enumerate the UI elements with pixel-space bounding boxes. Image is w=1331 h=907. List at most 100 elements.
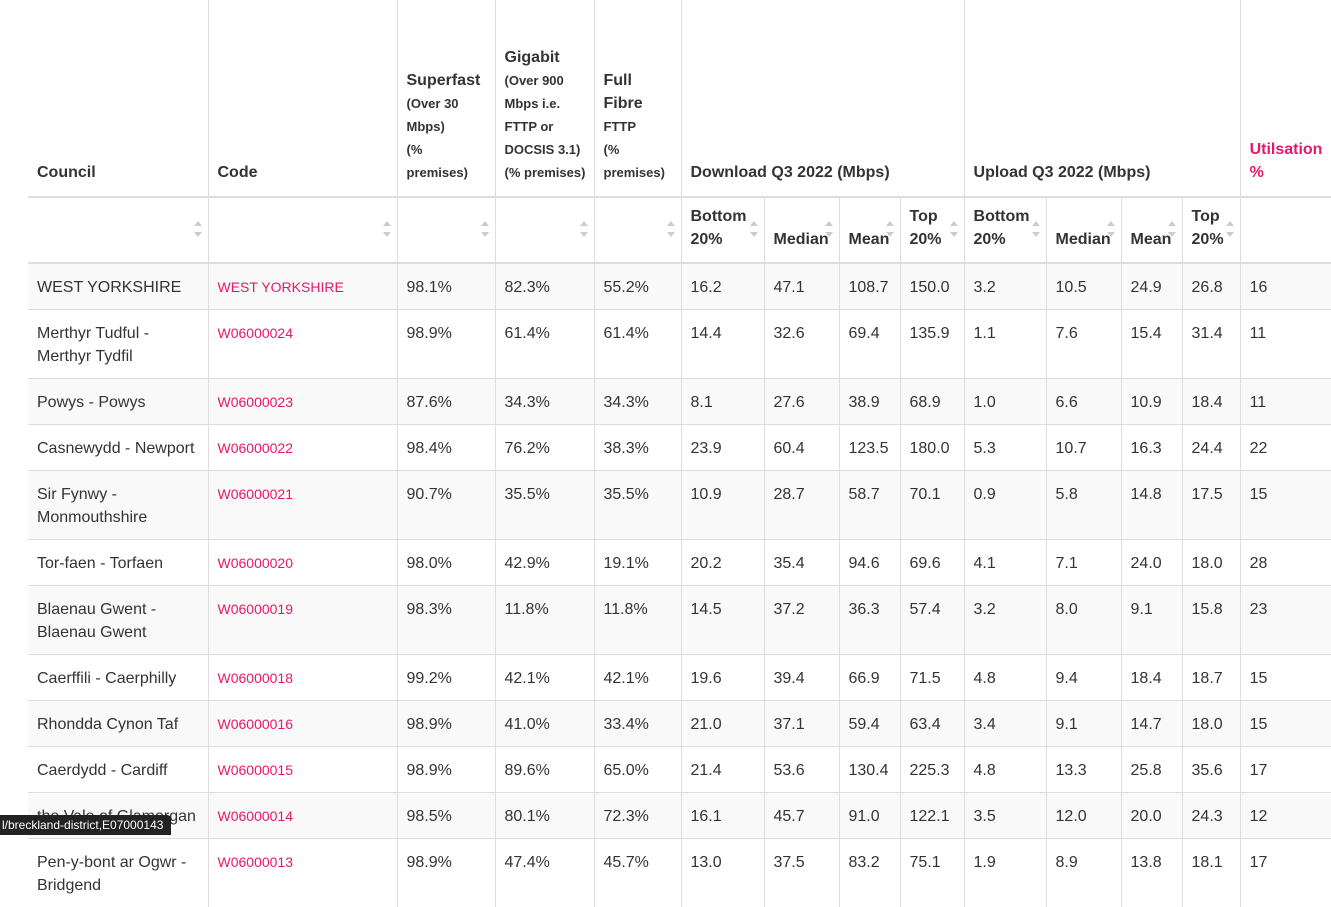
header-code: Code xyxy=(208,0,397,197)
sort-arrows-icon xyxy=(667,221,675,237)
header-fullfibre-title: Full Fibre xyxy=(604,72,643,112)
cell-superfast: 98.3% xyxy=(397,586,495,655)
sort-ul-bottom20-label: Bottom 20% xyxy=(974,208,1030,248)
sort-dl-mean-label: Mean xyxy=(849,231,890,248)
cell-ul-med: 9.4 xyxy=(1046,655,1121,701)
header-row: Council Code Superfast (Over 30 Mbps) (%… xyxy=(28,0,1331,197)
header-fullfibre-unit: (% premises) xyxy=(604,138,673,184)
cell-ul-med: 6.6 xyxy=(1046,379,1121,425)
code-link[interactable]: W06000019 xyxy=(218,601,294,617)
sort-dl-bottom20[interactable]: Bottom 20% xyxy=(681,197,764,263)
cell-code: W06000022 xyxy=(208,425,397,471)
cell-ul-mean: 14.8 xyxy=(1121,471,1182,540)
cell-util: 22 xyxy=(1240,425,1331,471)
cell-util: 15 xyxy=(1240,655,1331,701)
code-link[interactable]: W06000015 xyxy=(218,762,294,778)
cell-gigabit: 41.0% xyxy=(495,701,594,747)
cell-ul-t20: 24.4 xyxy=(1182,425,1240,471)
cell-ul-med: 8.0 xyxy=(1046,586,1121,655)
code-link[interactable]: WEST YORKSHIRE xyxy=(218,279,344,295)
code-link[interactable]: W06000021 xyxy=(218,486,294,502)
cell-code: W06000021 xyxy=(208,471,397,540)
cell-dl-med: 27.6 xyxy=(764,379,839,425)
cell-util: 11 xyxy=(1240,310,1331,379)
header-fullfibre-sub: FTTP xyxy=(604,115,673,138)
cell-ul-med: 9.1 xyxy=(1046,701,1121,747)
sort-arrows-icon xyxy=(194,221,202,237)
sort-ul-median-label: Median xyxy=(1056,231,1111,248)
cell-council: Caerffili - Caerphilly xyxy=(28,655,208,701)
header-upload: Upload Q3 2022 (Mbps) xyxy=(964,0,1240,197)
cell-code: W06000019 xyxy=(208,586,397,655)
code-link[interactable]: W06000024 xyxy=(218,325,294,341)
cell-fullfibre: 34.3% xyxy=(594,379,681,425)
sort-arrows-icon xyxy=(950,221,958,237)
code-link[interactable]: W06000023 xyxy=(218,394,294,410)
cell-dl-mean: 66.9 xyxy=(839,655,900,701)
cell-code: WEST YORKSHIRE xyxy=(208,263,397,310)
sort-arrows-icon xyxy=(1107,221,1115,237)
cell-dl-b20: 16.2 xyxy=(681,263,764,310)
cell-council: Powys - Powys xyxy=(28,379,208,425)
cell-ul-med: 10.7 xyxy=(1046,425,1121,471)
sort-dl-top20[interactable]: Top 20% xyxy=(900,197,964,263)
header-utilisation[interactable]: Utilsation % xyxy=(1240,0,1331,197)
header-gigabit-sub: (Over 900 Mbps i.e. FTTP or DOCSIS 3.1) xyxy=(505,69,586,161)
cell-superfast: 98.1% xyxy=(397,263,495,310)
cell-fullfibre: 11.8% xyxy=(594,586,681,655)
cell-dl-t20: 225.3 xyxy=(900,747,964,793)
sort-fullfibre[interactable] xyxy=(594,197,681,263)
cell-fullfibre: 42.1% xyxy=(594,655,681,701)
sort-code[interactable] xyxy=(208,197,397,263)
sort-council[interactable] xyxy=(28,197,208,263)
cell-dl-t20: 135.9 xyxy=(900,310,964,379)
sort-dl-mean[interactable]: Mean xyxy=(839,197,900,263)
cell-dl-b20: 16.1 xyxy=(681,793,764,839)
sort-ul-bottom20[interactable]: Bottom 20% xyxy=(964,197,1046,263)
sort-superfast[interactable] xyxy=(397,197,495,263)
sort-ul-median[interactable]: Median xyxy=(1046,197,1121,263)
sort-arrows-icon xyxy=(886,221,894,237)
code-link[interactable]: W06000022 xyxy=(218,440,294,456)
cell-dl-med: 39.4 xyxy=(764,655,839,701)
cell-code: W06000018 xyxy=(208,655,397,701)
sort-dl-median[interactable]: Median xyxy=(764,197,839,263)
cell-ul-b20: 1.1 xyxy=(964,310,1046,379)
code-link[interactable]: W06000020 xyxy=(218,555,294,571)
sort-gigabit[interactable] xyxy=(495,197,594,263)
cell-ul-med: 10.5 xyxy=(1046,263,1121,310)
sort-dl-median-label: Median xyxy=(774,231,829,248)
cell-ul-b20: 3.2 xyxy=(964,586,1046,655)
cell-ul-t20: 17.5 xyxy=(1182,471,1240,540)
code-link[interactable]: W06000014 xyxy=(218,808,294,824)
header-download: Download Q3 2022 (Mbps) xyxy=(681,0,964,197)
sort-ul-mean[interactable]: Mean xyxy=(1121,197,1182,263)
cell-superfast: 98.9% xyxy=(397,701,495,747)
cell-gigabit: 80.1% xyxy=(495,793,594,839)
cell-ul-mean: 10.9 xyxy=(1121,379,1182,425)
cell-code: W06000020 xyxy=(208,540,397,586)
sort-utilisation[interactable] xyxy=(1240,197,1331,263)
code-link[interactable]: W06000018 xyxy=(218,670,294,686)
code-link[interactable]: W06000013 xyxy=(218,854,294,870)
broadband-table: Council Code Superfast (Over 30 Mbps) (%… xyxy=(28,0,1331,907)
header-gigabit: Gigabit (Over 900 Mbps i.e. FTTP or DOCS… xyxy=(495,0,594,197)
cell-dl-mean: 130.4 xyxy=(839,747,900,793)
cell-ul-b20: 3.2 xyxy=(964,263,1046,310)
cell-code: W06000014 xyxy=(208,793,397,839)
cell-superfast: 87.6% xyxy=(397,379,495,425)
cell-dl-med: 37.1 xyxy=(764,701,839,747)
cell-council: Caerdydd - Cardiff xyxy=(28,747,208,793)
cell-dl-t20: 122.1 xyxy=(900,793,964,839)
code-link[interactable]: W06000016 xyxy=(218,716,294,732)
sort-ul-top20[interactable]: Top 20% xyxy=(1182,197,1240,263)
cell-dl-mean: 83.2 xyxy=(839,839,900,907)
cell-ul-med: 5.8 xyxy=(1046,471,1121,540)
header-superfast: Superfast (Over 30 Mbps) (% premises) xyxy=(397,0,495,197)
cell-dl-t20: 180.0 xyxy=(900,425,964,471)
cell-ul-b20: 1.9 xyxy=(964,839,1046,907)
sort-arrows-icon xyxy=(1032,221,1040,237)
cell-superfast: 98.9% xyxy=(397,310,495,379)
